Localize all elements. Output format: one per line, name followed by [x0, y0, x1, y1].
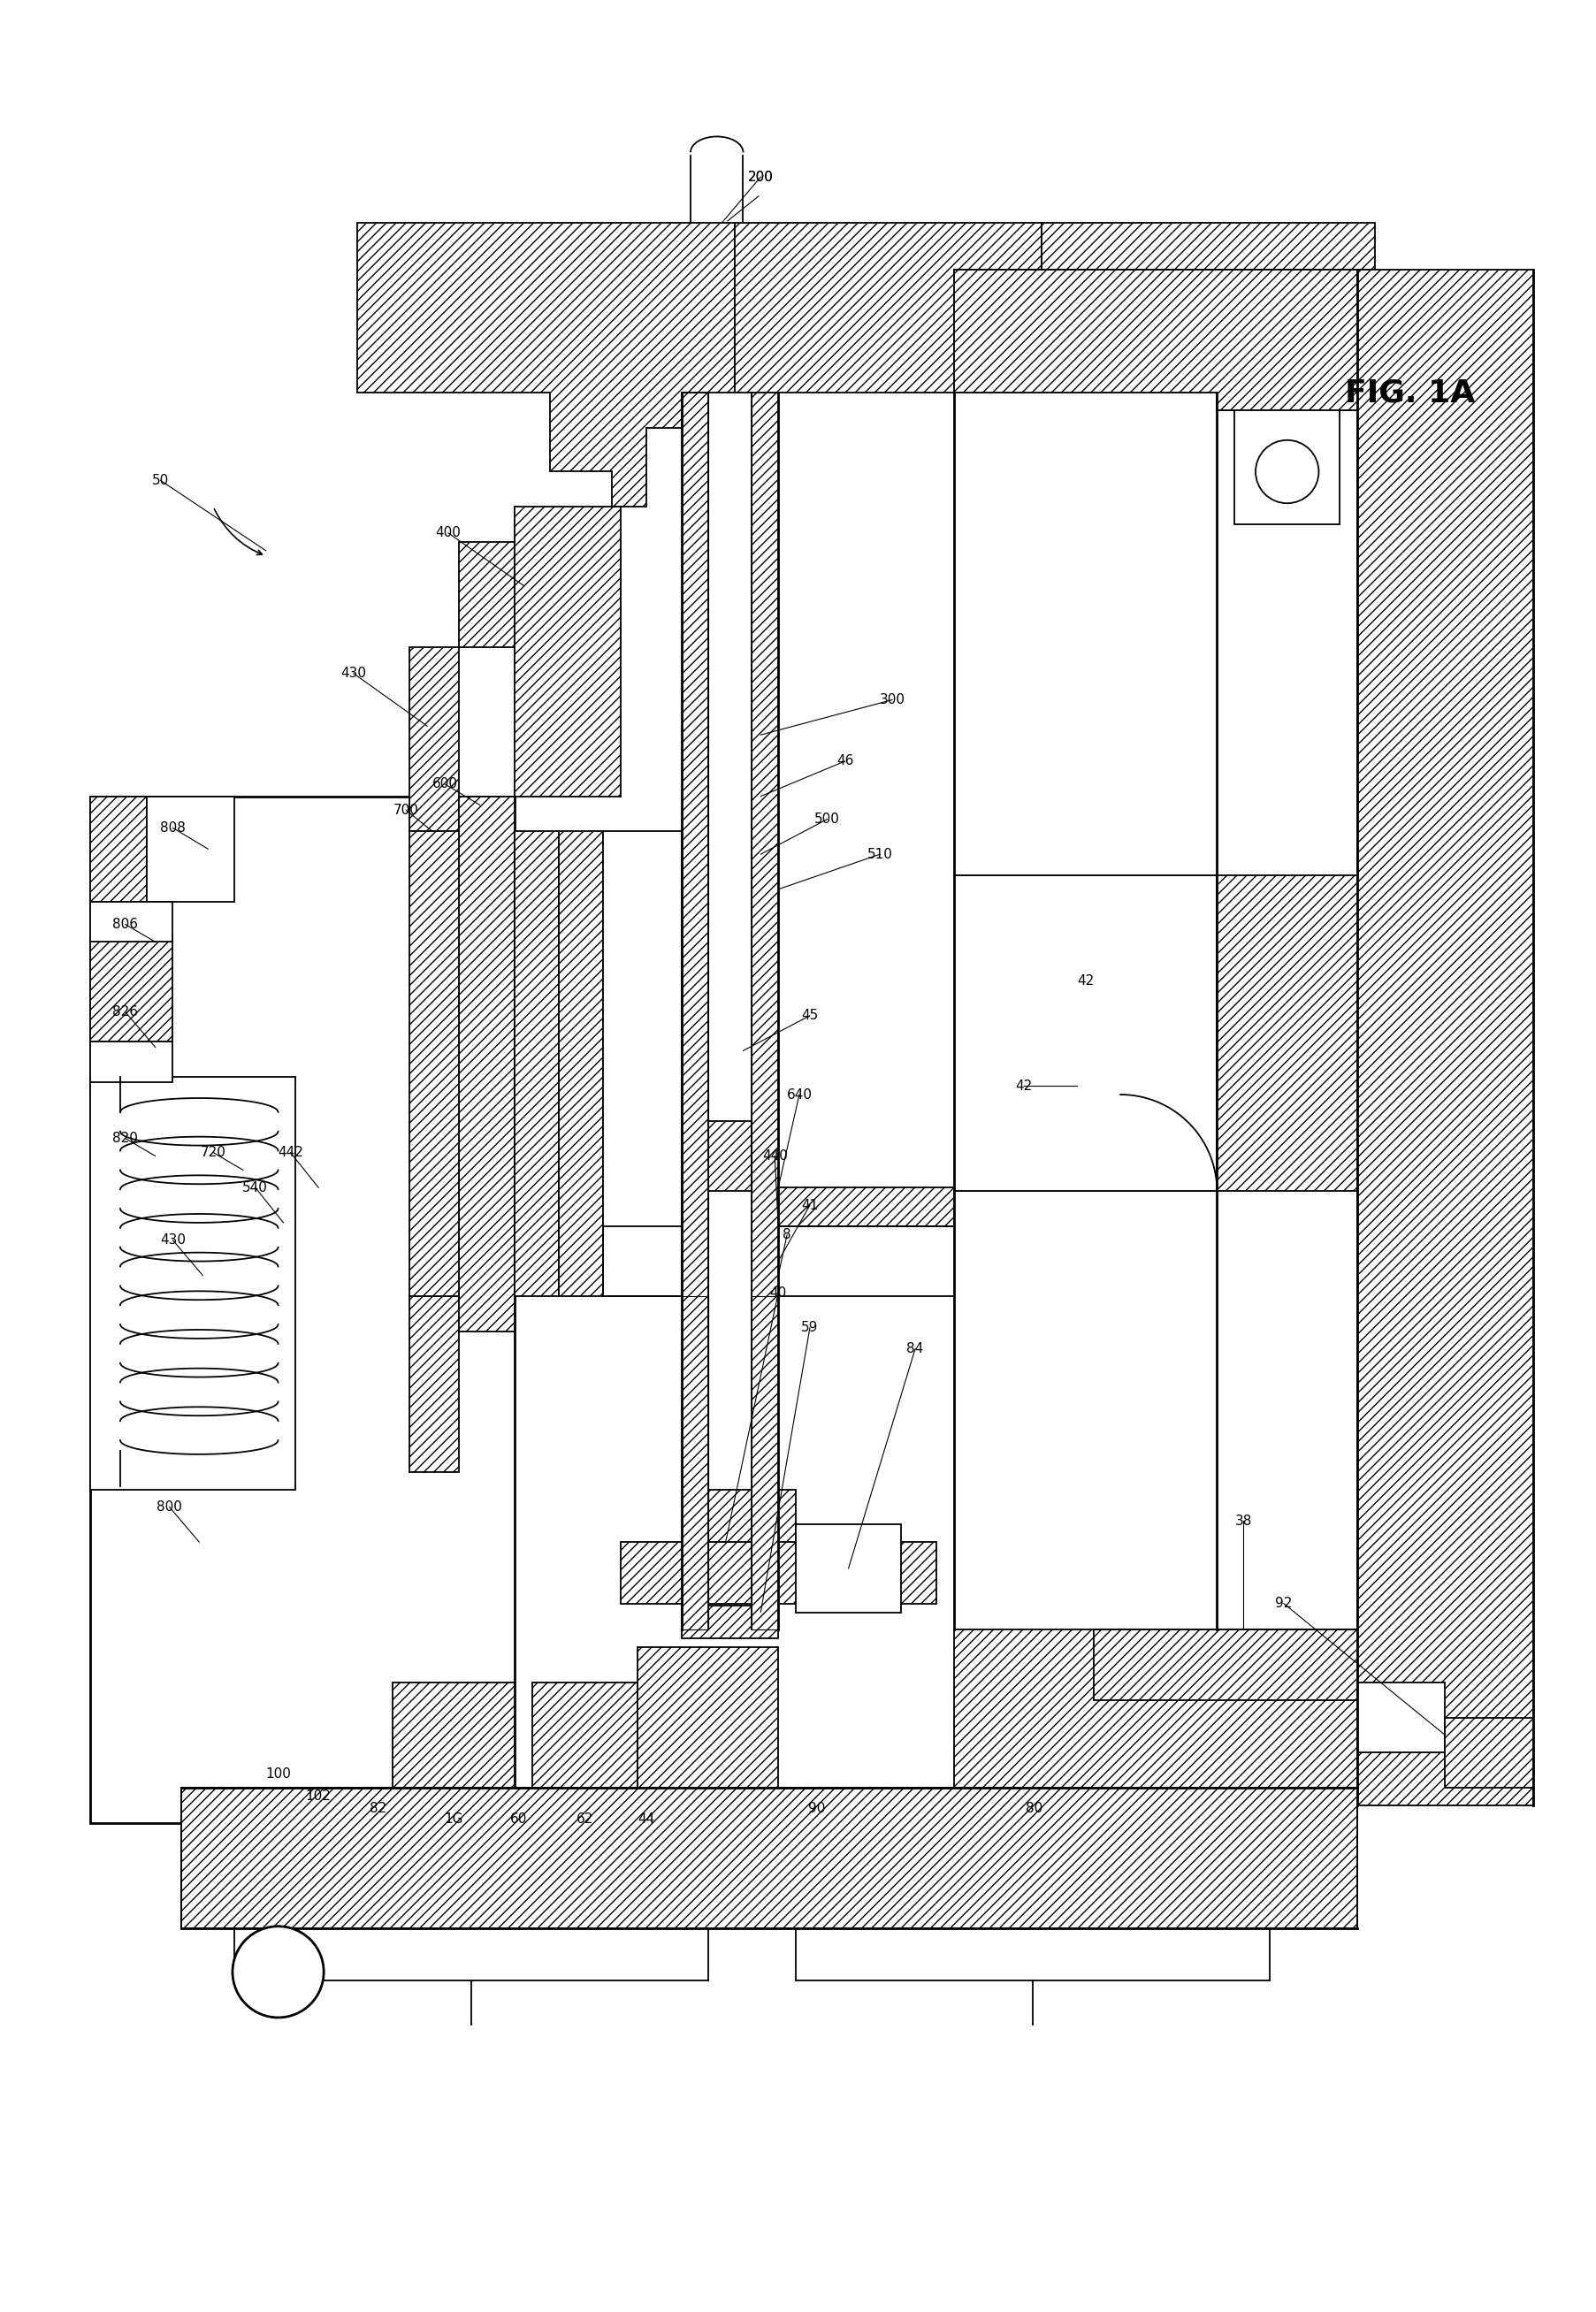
Text: 40: 40 [769, 1285, 787, 1299]
Text: 500: 500 [814, 812, 839, 825]
Polygon shape [707, 1489, 795, 1542]
Text: 8: 8 [782, 1228, 792, 1242]
Text: 59: 59 [801, 1322, 819, 1334]
Polygon shape [777, 1188, 953, 1225]
Text: 92: 92 [1274, 1598, 1291, 1609]
Polygon shape [559, 832, 602, 1297]
Polygon shape [681, 1605, 777, 1639]
Text: 442: 442 [278, 1147, 303, 1158]
Text: 38: 38 [1234, 1514, 1251, 1528]
Polygon shape [1444, 1718, 1532, 1787]
Text: 430: 430 [160, 1235, 185, 1246]
Text: 90: 90 [808, 1801, 825, 1815]
Polygon shape [681, 393, 707, 1630]
Text: 46: 46 [836, 754, 852, 768]
Polygon shape [1357, 271, 1532, 1806]
Text: 102: 102 [305, 1789, 330, 1803]
Text: 82: 82 [369, 1801, 386, 1815]
Text: 800: 800 [156, 1500, 182, 1514]
Polygon shape [393, 1683, 516, 1787]
Text: 430: 430 [340, 666, 365, 680]
Polygon shape [953, 1191, 1216, 1630]
Text: 300: 300 [879, 694, 905, 707]
Polygon shape [91, 795, 516, 1822]
Polygon shape [516, 832, 559, 1297]
Text: 600: 600 [433, 777, 458, 791]
Text: 100: 100 [265, 1766, 290, 1780]
Text: 45: 45 [801, 1008, 817, 1022]
Text: 826: 826 [113, 1006, 139, 1020]
Polygon shape [182, 1787, 1357, 1928]
Polygon shape [410, 1297, 458, 1473]
Text: 806: 806 [113, 918, 139, 932]
Circle shape [233, 1926, 324, 2018]
Polygon shape [953, 1630, 1357, 1806]
Polygon shape [91, 1077, 295, 1489]
Polygon shape [619, 1542, 935, 1605]
Polygon shape [953, 393, 1216, 876]
Polygon shape [1041, 222, 1374, 271]
Text: 700: 700 [393, 805, 418, 816]
Text: 62: 62 [576, 1813, 594, 1826]
Polygon shape [681, 1297, 707, 1630]
Polygon shape [752, 1297, 777, 1630]
Text: 80: 80 [1025, 1801, 1042, 1815]
Polygon shape [1216, 876, 1357, 1191]
Polygon shape [795, 1524, 900, 1611]
Text: 720: 720 [201, 1147, 227, 1158]
Polygon shape [458, 795, 516, 1332]
Polygon shape [516, 506, 619, 795]
Polygon shape [91, 936, 172, 1043]
Text: 820: 820 [113, 1133, 139, 1144]
Text: 60: 60 [509, 1813, 527, 1826]
Polygon shape [1216, 271, 1374, 409]
Polygon shape [91, 1043, 172, 1082]
Text: 200: 200 [747, 171, 772, 183]
Text: 42: 42 [1076, 973, 1093, 987]
Polygon shape [752, 393, 777, 1630]
Text: 540: 540 [243, 1181, 268, 1195]
Text: 808: 808 [160, 821, 185, 835]
Text: 41: 41 [801, 1198, 817, 1211]
Text: 440: 440 [761, 1149, 787, 1163]
Text: 44: 44 [638, 1813, 654, 1826]
Text: 1G: 1G [444, 1813, 463, 1826]
Polygon shape [147, 795, 235, 902]
Polygon shape [602, 832, 681, 1297]
Text: FIG. 1A: FIG. 1A [1344, 377, 1475, 407]
Polygon shape [1234, 409, 1339, 525]
Polygon shape [91, 795, 147, 902]
Circle shape [1254, 439, 1318, 504]
Text: 400: 400 [436, 527, 461, 539]
Polygon shape [734, 222, 1041, 393]
Text: 640: 640 [787, 1089, 812, 1101]
Polygon shape [458, 541, 619, 647]
Polygon shape [953, 271, 1374, 409]
Text: 84: 84 [907, 1343, 922, 1355]
Polygon shape [91, 902, 172, 941]
Polygon shape [953, 876, 1216, 1191]
Polygon shape [358, 222, 734, 506]
Polygon shape [1357, 1683, 1444, 1752]
Text: 42: 42 [1015, 1080, 1033, 1094]
Polygon shape [707, 1121, 752, 1191]
Text: 200: 200 [747, 171, 772, 183]
Polygon shape [533, 1683, 637, 1787]
Polygon shape [410, 647, 458, 832]
Text: 50: 50 [152, 474, 169, 488]
Polygon shape [637, 1648, 777, 1787]
Polygon shape [410, 832, 458, 1297]
Text: 510: 510 [867, 849, 892, 860]
